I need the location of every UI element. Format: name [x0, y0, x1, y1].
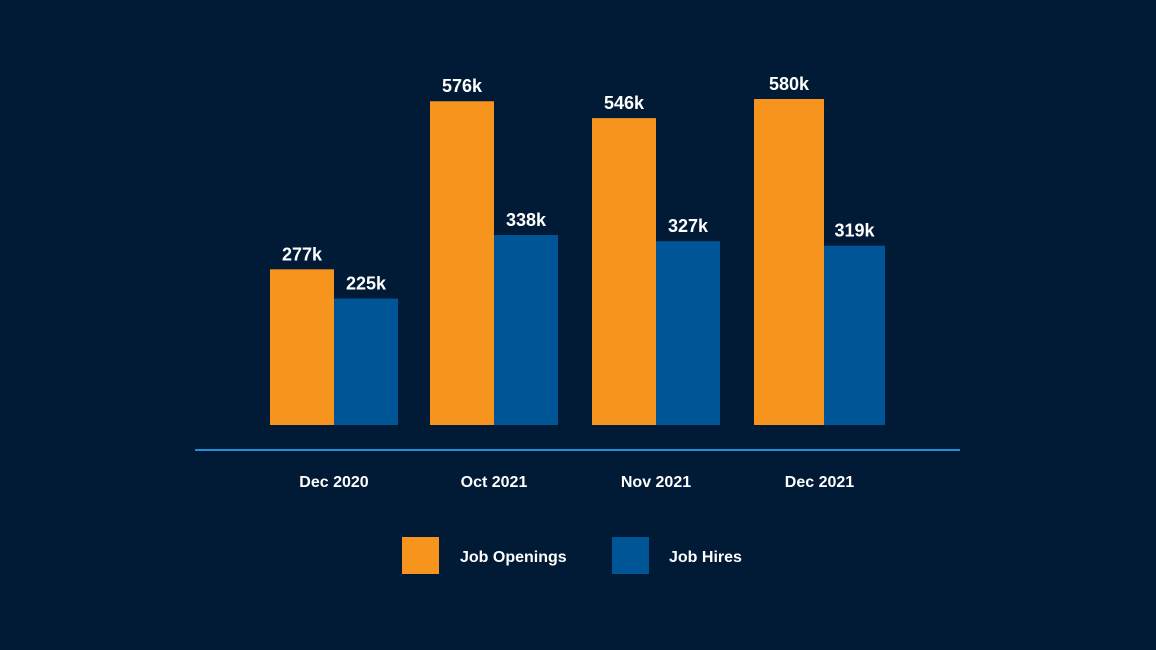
- legend: Job Openings Job Hires: [402, 537, 742, 574]
- bar-job-hires-2: [656, 241, 720, 425]
- data-label-job-openings-0: 277k: [282, 244, 323, 264]
- data-label-job-openings-2: 546k: [604, 93, 645, 113]
- category-label-3: Dec 2021: [785, 474, 854, 491]
- bar-job-openings-3: [754, 99, 824, 425]
- data-label-job-hires-1: 338k: [506, 210, 547, 230]
- data-label-job-hires-2: 327k: [668, 216, 709, 236]
- data-label-job-openings-1: 576k: [442, 76, 483, 96]
- category-label-1: Oct 2021: [461, 474, 528, 491]
- legend-swatch-job-hires: [612, 537, 649, 574]
- category-labels: Dec 2020 Oct 2021 Nov 2021 Dec 2021: [299, 474, 854, 491]
- data-label-job-openings-3: 580k: [769, 74, 810, 94]
- bars-layer: 277k 225k 576k 338k 546k 327k 580k 319k: [270, 74, 885, 425]
- category-label-2: Nov 2021: [621, 474, 691, 491]
- bar-job-hires-1: [494, 235, 558, 425]
- bar-job-openings-1: [430, 101, 494, 425]
- legend-label-job-hires: Job Hires: [669, 549, 742, 566]
- category-label-0: Dec 2020: [299, 474, 368, 491]
- bar-job-hires-3: [824, 245, 885, 425]
- bar-job-openings-2: [592, 118, 656, 425]
- bar-job-hires-0: [334, 298, 398, 425]
- legend-swatch-job-openings: [402, 537, 439, 574]
- legend-label-job-openings: Job Openings: [460, 549, 567, 566]
- data-label-job-hires-0: 225k: [346, 274, 387, 294]
- data-label-job-hires-3: 319k: [834, 221, 875, 241]
- bar-job-openings-0: [270, 269, 334, 425]
